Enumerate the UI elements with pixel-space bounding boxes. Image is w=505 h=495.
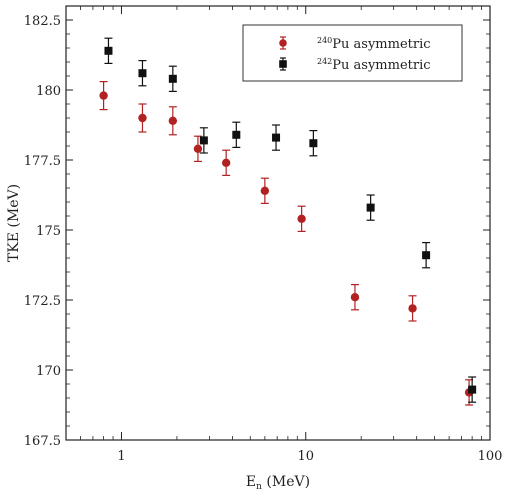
data-point <box>193 144 203 153</box>
x-axis-label: En (MeV) <box>246 474 310 492</box>
y-axis-label: TKE (MeV) <box>6 184 22 262</box>
data-point <box>168 116 178 126</box>
data-point <box>138 113 147 123</box>
data-point <box>468 385 477 394</box>
data-point <box>366 203 375 212</box>
legend-marker <box>279 60 287 68</box>
series-242 <box>104 37 477 403</box>
data-point <box>422 251 431 260</box>
legend-label: 240Pu asymmetric <box>317 36 431 52</box>
y-tick-label: 182.5 <box>24 14 61 29</box>
data-point <box>138 69 147 78</box>
data-point <box>350 293 360 302</box>
data-point <box>199 136 208 145</box>
series-240 <box>99 80 474 406</box>
y-tick-label: 167.5 <box>24 434 61 449</box>
legend-entry: 242Pu asymmetric <box>279 57 431 73</box>
data-point <box>232 130 241 139</box>
y-tick-label: 175 <box>36 224 61 239</box>
legend-entry: 240Pu asymmetric <box>279 36 431 52</box>
legend-label: 242Pu asymmetric <box>317 57 431 73</box>
x-tick-label: 10 <box>297 449 314 464</box>
legend: 240Pu asymmetric 242Pu asymmetric <box>242 24 463 82</box>
x-tick-label: 1 <box>117 449 125 464</box>
legend-marker <box>279 39 287 47</box>
data-point <box>309 139 318 148</box>
data-point <box>260 186 270 195</box>
data-point <box>104 46 113 55</box>
data-point <box>272 133 281 142</box>
y-tick-label: 180 <box>36 84 61 99</box>
data-point <box>297 214 306 223</box>
legend-box <box>242 24 463 82</box>
y-tick-label: 170 <box>36 364 61 379</box>
data-point <box>221 158 231 167</box>
data-point <box>168 74 177 83</box>
y-tick-label: 177.5 <box>24 154 61 169</box>
y-tick-label: 172.5 <box>24 294 61 309</box>
x-tick-label: 100 <box>478 449 503 464</box>
plot-frame <box>65 5 491 441</box>
data-point <box>408 304 417 313</box>
data-point <box>99 91 108 100</box>
